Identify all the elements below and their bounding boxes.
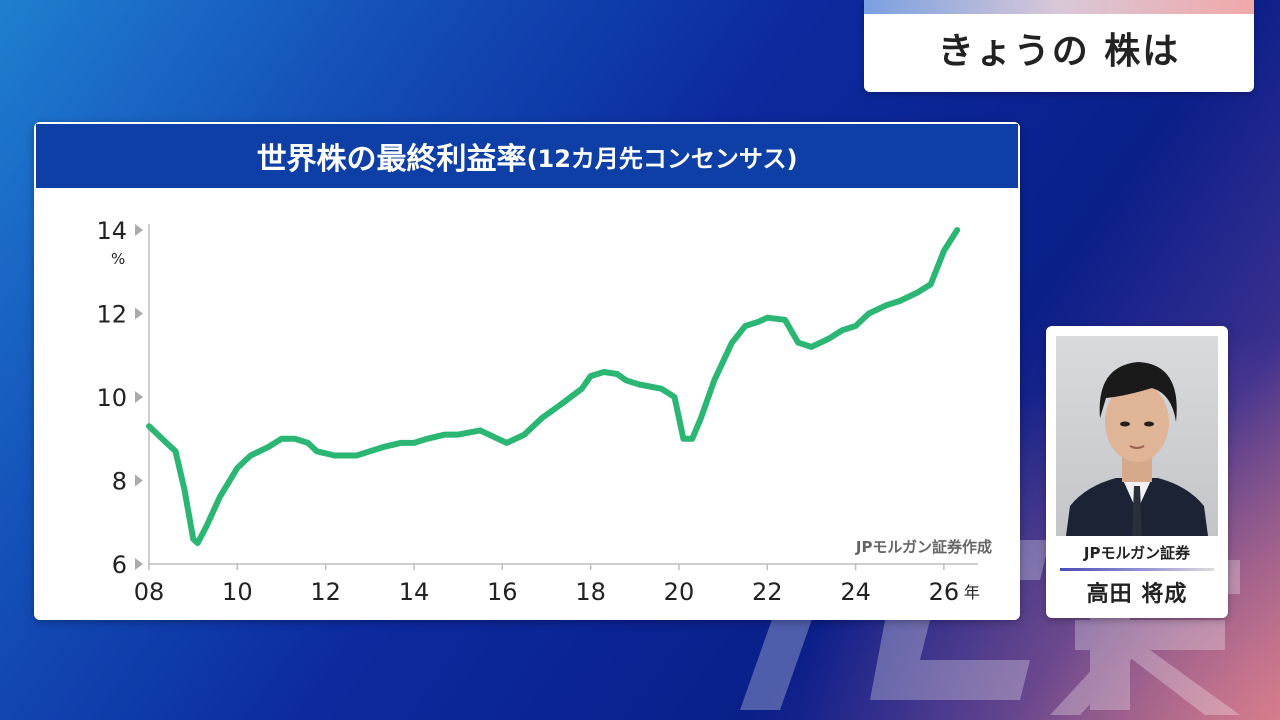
chart-title: 世界株の最終利益率 [256, 142, 527, 177]
chart-subtitle: (12カ月先コンセンサス) [526, 144, 798, 173]
x-tick-label: 26 [929, 578, 960, 606]
y-tick-label: 10 [96, 384, 127, 412]
y-tick-marker [135, 224, 143, 236]
segment-title-box: きょうの 株は [864, 0, 1254, 92]
x-tick-label: 20 [664, 578, 695, 606]
x-tick-label: 10 [222, 578, 253, 606]
source-note: JPモルガン証券作成 [855, 538, 992, 556]
x-tick-label: 22 [752, 578, 783, 606]
analyst-name: 高田 将成 [1086, 582, 1188, 607]
line-chart: 6 8 10 12 14% 08 10 12 14 16 18 20 22 24 26 年 [96, 217, 980, 606]
x-tick-label: 12 [310, 578, 341, 606]
x-tick-label: 24 [840, 578, 871, 606]
y-tick-marker [135, 558, 143, 570]
y-tick-label: 12 [96, 301, 127, 329]
chart-card: 世界株の最終利益率 (12カ月先コンセンサス) 6 8 10 12 14% 08 10 12 14… [34, 122, 1020, 620]
y-unit-label: % [111, 250, 125, 268]
x-tick-label: 08 [134, 578, 165, 606]
y-tick-label: 6 [112, 551, 127, 579]
y-tick-label: 8 [112, 468, 127, 496]
x-tick-label: 16 [487, 578, 518, 606]
chart-header: 世界株の最終利益率 (12カ月先コンセンサス) [34, 122, 1020, 188]
y-tick-marker [135, 391, 143, 403]
person-silhouette-icon [1066, 362, 1208, 536]
profile-divider [1060, 568, 1214, 571]
x-tick-label: 14 [399, 578, 430, 606]
y-tick-label: 14 [96, 217, 127, 245]
y-tick-marker [135, 307, 143, 320]
analyst-company: JPモルガン証券 [1083, 544, 1191, 562]
segment-accent-strip [864, 0, 1254, 14]
series-line [146, 227, 961, 547]
analyst-profile-card: JPモルガン証券 高田 将成 [1046, 326, 1228, 618]
analyst-photo [1056, 336, 1218, 536]
y-tick-marker [135, 474, 143, 487]
segment-title: きょうの 株は [937, 31, 1181, 72]
x-unit-label: 年 [964, 583, 980, 602]
x-tick-label: 18 [575, 578, 606, 606]
